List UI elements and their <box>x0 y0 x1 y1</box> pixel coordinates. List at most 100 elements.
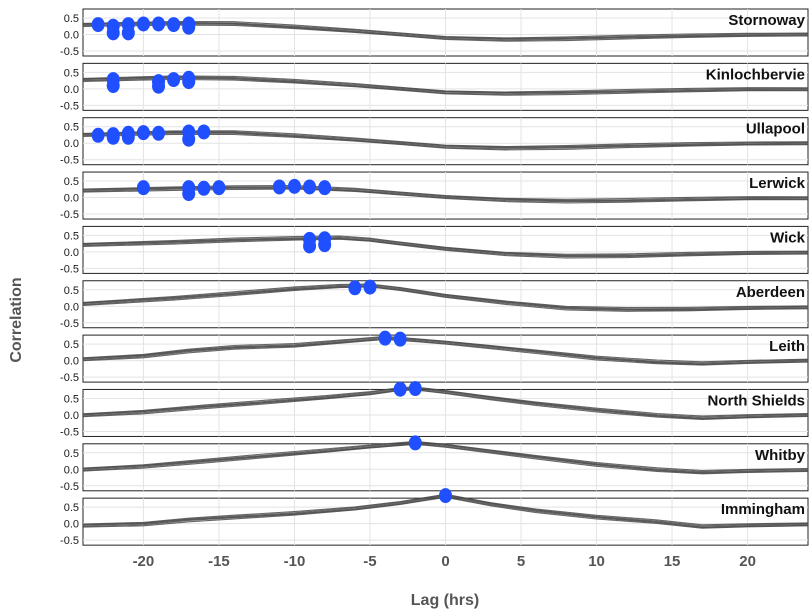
x-tick-label: 20 <box>739 553 756 570</box>
panels-group: 0.5 0.0 -0.5 Stornoway 0.5 0.0 -0.5 Kinlochberv… <box>60 8 809 547</box>
peak-marker <box>136 16 150 32</box>
y-tick-label: 0.5 <box>64 122 79 134</box>
y-tick-label: -0.5 <box>60 209 79 221</box>
correlation-curve <box>82 75 809 93</box>
correlation-curve <box>82 187 809 203</box>
correlation-curve <box>82 443 809 475</box>
y-tick-label: 0.5 <box>64 448 79 460</box>
peak-marker <box>167 72 181 88</box>
panel-title: Ullapool <box>746 121 805 138</box>
peak-marker <box>318 237 332 253</box>
y-tick-label: 0.5 <box>64 393 79 405</box>
y-tick-label: -0.5 <box>60 46 79 58</box>
correlation-curve <box>82 133 809 151</box>
panel-0: 0.5 0.0 -0.5 Stornoway <box>60 8 809 58</box>
correlation-curve <box>82 130 809 148</box>
y-tick-label: -0.5 <box>60 372 79 384</box>
peak-marker <box>212 180 226 196</box>
peak-marker <box>106 129 120 145</box>
peak-marker <box>393 381 407 397</box>
correlation-curve <box>82 132 809 150</box>
correlation-curve <box>82 235 809 255</box>
correlation-curve <box>82 386 809 417</box>
correlation-curve <box>82 443 809 474</box>
correlation-curve <box>82 440 809 472</box>
peak-marker <box>408 435 422 451</box>
peak-marker <box>182 131 196 147</box>
y-tick-label: 0.5 <box>64 339 79 351</box>
peak-marker <box>152 125 166 141</box>
x-axis-label: Lag (hrs) <box>411 592 479 609</box>
peak-marker <box>91 127 105 143</box>
panel-title: Immingham <box>721 501 805 518</box>
peak-marker <box>167 17 181 33</box>
correlation-curve <box>82 24 809 42</box>
correlation-curve <box>82 285 809 311</box>
peak-marker <box>272 179 286 195</box>
panel-6: 0.5 0.0 -0.5 Leith <box>60 330 809 384</box>
y-tick-label: 0.0 <box>64 519 79 531</box>
correlation-curve <box>82 283 809 309</box>
x-tick-label: 5 <box>517 553 525 570</box>
peak-marker <box>439 488 452 504</box>
correlation-curve <box>82 187 809 202</box>
correlation-curve <box>82 442 809 474</box>
panel-title: Whitby <box>755 447 806 464</box>
y-tick-label: 0.0 <box>64 410 79 422</box>
peak-marker <box>136 180 150 196</box>
panel-title: Kinlochbervie <box>706 66 805 83</box>
y-tick-label: 0.0 <box>64 84 79 96</box>
peak-marker <box>318 180 332 196</box>
panel-title: Leith <box>769 338 805 355</box>
x-tick-label: -10 <box>284 553 306 570</box>
peak-marker <box>393 331 407 347</box>
x-tick-label: -5 <box>363 553 376 570</box>
correlation-curve <box>82 337 809 365</box>
panel-5: 0.5 0.0 -0.5 Aberdeen <box>60 279 809 330</box>
peak-marker <box>303 179 317 195</box>
peak-marker <box>182 74 196 90</box>
y-tick-label: 0.0 <box>64 193 79 205</box>
peak-marker <box>348 280 362 296</box>
peak-marker <box>182 19 196 35</box>
x-tick-label: 10 <box>588 553 605 570</box>
peak-marker <box>91 17 105 33</box>
y-axis-label: Correlation <box>8 277 25 362</box>
panel-8: 0.5 0.0 -0.5 Whitby <box>60 435 809 493</box>
y-tick-label: 0.5 <box>64 67 79 79</box>
correlation-curve <box>82 388 809 420</box>
y-tick-label: 0.5 <box>64 13 79 25</box>
peak-marker <box>363 279 377 295</box>
x-tick-label: -20 <box>133 553 155 570</box>
y-tick-label: 0.5 <box>64 176 79 188</box>
peak-marker <box>287 178 301 194</box>
correlation-curve <box>82 20 809 39</box>
x-tick-label: -15 <box>208 553 230 570</box>
peak-marker <box>152 78 166 94</box>
y-tick-label: -0.5 <box>60 263 79 275</box>
panel-2: 0.5 0.0 -0.5 Ullapool <box>60 117 809 167</box>
correlation-curve <box>82 77 809 95</box>
peak-marker <box>152 16 166 32</box>
peak-marker <box>121 129 135 145</box>
y-tick-label: -0.5 <box>60 100 79 112</box>
y-tick-label: -0.5 <box>60 155 79 167</box>
peak-marker <box>136 125 150 141</box>
peak-marker <box>106 25 120 41</box>
y-tick-label: 0.0 <box>64 247 79 259</box>
y-tick-label: 0.5 <box>64 230 79 242</box>
peak-marker <box>378 330 392 346</box>
correlation-curve <box>82 76 809 94</box>
correlation-curve <box>82 23 809 41</box>
peak-marker <box>197 124 211 140</box>
correlation-curve <box>82 237 809 257</box>
peak-marker <box>303 238 317 254</box>
panel-4: 0.5 0.0 -0.5 Wick <box>60 225 809 275</box>
panel-9: 0.5 0.0 -0.5 Immingham <box>60 488 809 547</box>
y-tick-label: 0.0 <box>64 30 79 42</box>
correlation-curve <box>82 78 808 96</box>
correlation-curve <box>82 22 809 40</box>
correlation-curve <box>82 188 808 204</box>
x-tick-label: 15 <box>664 553 681 570</box>
panel-title: Stornoway <box>728 12 805 29</box>
